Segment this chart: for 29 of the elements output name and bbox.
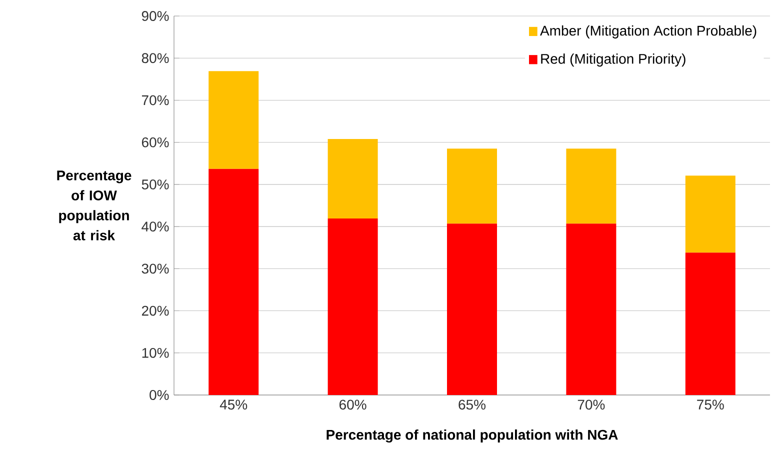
y-tick-label: 90% [142, 11, 169, 21]
y-tick-label: 40% [142, 222, 169, 232]
bar [447, 148, 498, 224]
y-tick-label: 70% [142, 95, 169, 106]
bar [328, 218, 378, 395]
bar [208, 168, 259, 395]
bar [328, 138, 378, 219]
y-tick-label: 0% [150, 390, 169, 400]
y-axis-title: Percentage of IOW population at risk [57, 170, 132, 240]
x-tick-label: 65% [458, 400, 486, 410]
x-axis-title: Percentage of national population with NGA [326, 429, 618, 443]
x-tick-label: 60% [340, 400, 366, 410]
bar [566, 148, 616, 224]
bar [685, 252, 736, 395]
x-tick-label: 70% [578, 400, 605, 410]
y-tick-label: 50% [142, 180, 169, 190]
bar [447, 224, 498, 395]
bar [685, 176, 736, 253]
legend-label: Amber (Mitigation Action Probable) [540, 25, 756, 38]
x-tick-label: 45% [220, 400, 248, 410]
y-tick-label: 30% [142, 264, 169, 274]
y-tick-label: 60% [142, 137, 169, 148]
y-tick-label: 20% [142, 306, 169, 316]
x-tick-label: 75% [697, 400, 724, 410]
legend-label: Red (Mitigation Priority) [541, 54, 686, 67]
bar [566, 224, 616, 395]
bar [208, 71, 259, 169]
y-tick-label: 10% [142, 348, 169, 358]
y-tick-label: 80% [142, 53, 169, 64]
